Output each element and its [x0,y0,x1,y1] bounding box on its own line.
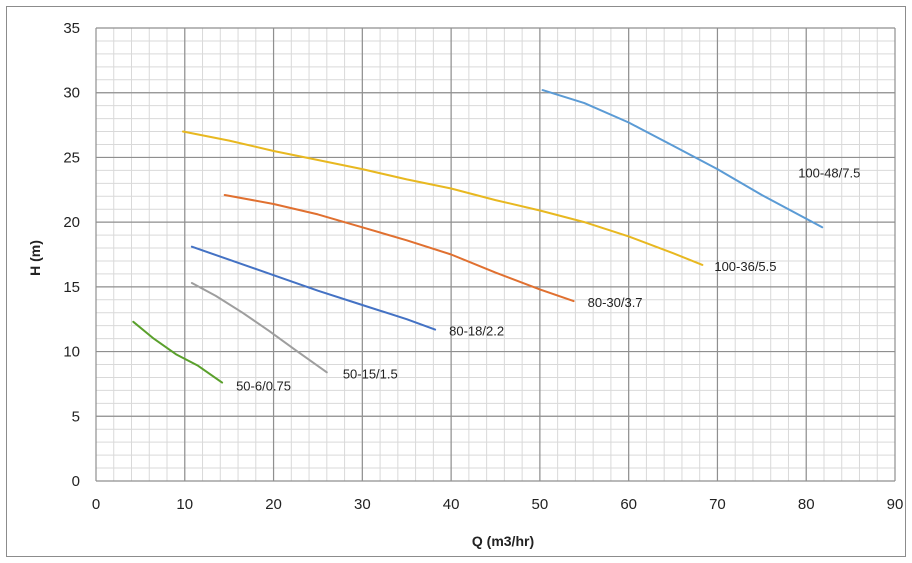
series-line [541,89,824,229]
series-line [182,130,704,266]
y-tick-label: 15 [63,279,80,296]
x-tick-label: 20 [265,496,282,513]
y-tick-label: 30 [63,85,80,102]
series-labels: 50-6/0.75 50-15/1.5 80-18/2.2 80-30/3.7 100-… [236,165,860,393]
x-tick-label: 90 [887,496,904,513]
x-axis-title: Q (m3/hr) [472,533,534,549]
series-line [223,194,575,303]
series-line [190,245,437,331]
y-tick-labels: 0 5 10 15 20 25 30 35 [63,20,80,490]
major-grid [95,27,896,482]
y-tick-label: 35 [63,20,80,37]
series-label: 50-6/0.75 [236,379,291,394]
x-tick-labels: 0 10 20 30 40 50 60 70 80 90 [92,496,904,513]
x-tick-label: 60 [620,496,637,513]
series-line [132,320,224,384]
x-tick-label: 0 [92,496,100,513]
x-tick-label: 30 [354,496,371,513]
x-tick-label: 70 [709,496,726,513]
y-tick-label: 25 [63,149,80,166]
series-line [190,282,328,374]
x-tick-label: 10 [176,496,193,513]
y-tick-label: 5 [72,408,80,425]
series-label: 100-36/5.5 [714,259,776,274]
series-label: 80-30/3.7 [588,295,643,310]
series-lines [132,89,824,384]
y-tick-label: 20 [63,214,80,231]
y-tick-label: 10 [63,344,80,361]
x-tick-label: 40 [443,496,460,513]
series-label: 100-48/7.5 [798,165,860,180]
x-tick-label: 50 [532,496,549,513]
series-label: 50-15/1.5 [343,366,398,381]
chart-frame [6,6,906,557]
y-axis-title: H (m) [27,240,43,276]
x-tick-label: 80 [798,496,815,513]
series-label: 80-18/2.2 [449,324,504,339]
y-tick-label: 0 [72,473,80,490]
